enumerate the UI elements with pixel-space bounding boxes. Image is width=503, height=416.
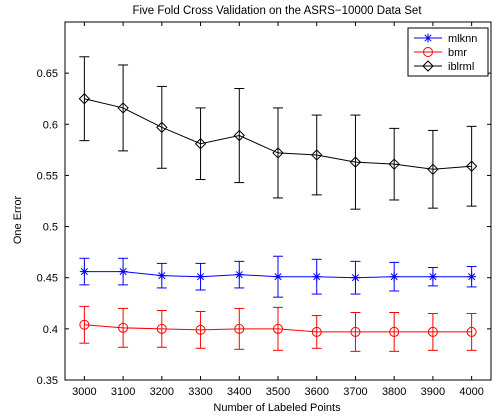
series-iblrml xyxy=(78,56,478,210)
y-tick-label-0.55: 0.55 xyxy=(37,170,58,182)
y-tick-label-0.35: 0.35 xyxy=(37,375,58,387)
y-tick-label-0.5: 0.5 xyxy=(43,222,58,234)
point-iblrml-3600 xyxy=(311,149,323,161)
point-mlknn-3500 xyxy=(273,272,283,282)
point-iblrml-4000 xyxy=(465,160,478,172)
x-tick-label-3500: 3500 xyxy=(266,386,290,398)
point-bmr-3200 xyxy=(156,323,167,334)
point-mlknn-3200 xyxy=(157,271,167,281)
x-tick-label-3200: 3200 xyxy=(150,386,174,398)
x-axis-label: Number of Labeled Points xyxy=(213,402,341,414)
legend-marker-mlknn xyxy=(423,33,433,43)
legend-label-iblrml: iblrml xyxy=(448,61,474,73)
x-tick-label-4000: 4000 xyxy=(459,386,483,398)
point-bmr-3700 xyxy=(350,326,361,337)
series-line-bmr xyxy=(84,324,472,333)
x-tick-label-3700: 3700 xyxy=(343,386,367,398)
x-tick-label-3600: 3600 xyxy=(304,386,328,398)
point-iblrml-3400 xyxy=(233,129,245,142)
point-iblrml-3900 xyxy=(427,163,439,175)
point-bmr-3900 xyxy=(427,326,438,337)
x-tick-label-3000: 3000 xyxy=(72,386,96,398)
series-line-iblrml xyxy=(84,98,472,170)
legend-label-mlknn: mlknn xyxy=(448,33,477,45)
point-mlknn-3400 xyxy=(234,270,244,280)
legend-marker-iblrml xyxy=(422,60,434,72)
legend-item-iblrml: iblrml xyxy=(414,60,474,73)
point-bmr-3800 xyxy=(389,326,400,337)
errorbar-iblrml-3000 xyxy=(79,56,90,142)
point-bmr-3500 xyxy=(273,323,283,334)
point-iblrml-3300 xyxy=(194,138,207,150)
point-bmr-3100 xyxy=(118,322,129,333)
point-bmr-4000 xyxy=(466,326,477,337)
point-iblrml-3800 xyxy=(388,158,400,170)
x-tick-label-3100: 3100 xyxy=(111,386,135,398)
legend-marker-bmr xyxy=(423,47,433,57)
plot-area: 3000 3100 3200 3300 3400 3500 3600 3700 3800 3900… xyxy=(37,21,492,398)
point-bmr-3400 xyxy=(234,323,245,334)
x-tick-label-3900: 3900 xyxy=(421,386,445,398)
y-tick-label-0.6: 0.6 xyxy=(43,119,58,131)
y-axis-label: One Error xyxy=(12,196,24,245)
y-tick-label-0.45: 0.45 xyxy=(37,273,58,285)
x-tick-label-3800: 3800 xyxy=(382,386,406,398)
series-bmr xyxy=(79,305,477,352)
point-bmr-3000 xyxy=(79,319,90,330)
point-mlknn-3000 xyxy=(79,267,89,277)
point-mlknn-3300 xyxy=(196,272,206,282)
point-mlknn-3700 xyxy=(350,273,360,283)
legend-item-mlknn: mlknn xyxy=(414,33,477,45)
point-mlknn-4000 xyxy=(467,272,477,282)
x-tick-label-3300: 3300 xyxy=(188,386,212,398)
point-mlknn-3600 xyxy=(312,272,322,282)
y-tick-label-0.4: 0.4 xyxy=(43,324,58,336)
point-bmr-3600 xyxy=(311,326,322,337)
point-mlknn-3900 xyxy=(428,272,438,282)
point-bmr-3300 xyxy=(195,324,206,335)
y-tick-label-0.65: 0.65 xyxy=(37,68,58,80)
point-iblrml-3700 xyxy=(349,156,362,168)
point-iblrml-3000 xyxy=(78,93,91,105)
legend: mlknn bmr iblrml xyxy=(407,27,489,77)
legend-label-bmr: bmr xyxy=(448,47,467,59)
point-iblrml-3100 xyxy=(117,102,129,114)
chart-title: Five Fold Cross Validation on the ASRS−1… xyxy=(132,5,422,17)
x-tick-label-3400: 3400 xyxy=(227,386,251,398)
point-iblrml-3500 xyxy=(272,147,284,159)
point-iblrml-3200 xyxy=(156,121,168,134)
point-mlknn-3100 xyxy=(118,267,128,277)
series-mlknn xyxy=(79,255,477,298)
point-mlknn-3800 xyxy=(389,272,399,282)
legend-item-bmr: bmr xyxy=(414,47,467,59)
